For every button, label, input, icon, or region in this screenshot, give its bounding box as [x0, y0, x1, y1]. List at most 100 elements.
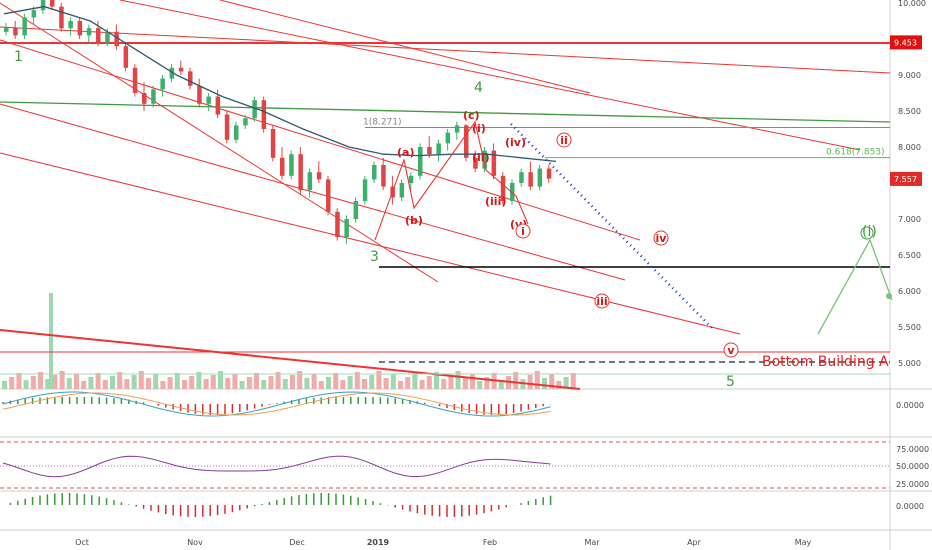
volume-bar	[556, 381, 562, 389]
price-tag	[890, 35, 922, 50]
volume-bar	[246, 377, 252, 389]
volume-bar	[318, 381, 324, 389]
candle-body	[298, 154, 303, 191]
wave-label-green: (i)	[862, 224, 877, 240]
candle-body	[50, 0, 55, 7]
candle-body	[473, 157, 478, 169]
candle-body	[132, 67, 138, 93]
volume-bar	[88, 377, 94, 389]
price-tick-label: 8.500	[898, 107, 921, 116]
wave-marker	[886, 293, 892, 299]
price-tag	[890, 171, 922, 186]
wave-label-circled: ii	[560, 134, 568, 147]
volume-bar	[362, 379, 367, 389]
candle-body	[510, 183, 515, 201]
volume-bar	[254, 373, 259, 389]
volume-bar	[38, 372, 43, 389]
candle-body	[96, 28, 101, 43]
wave-label-red: (a)	[397, 146, 414, 159]
volume-bar	[174, 373, 180, 389]
volume-bar	[203, 379, 209, 389]
volume-bar	[326, 377, 331, 389]
volume-bar	[419, 380, 425, 389]
volume-bar	[153, 374, 159, 389]
wave-label-circled: iii	[596, 295, 607, 308]
wave-label-red: (iv)	[505, 136, 526, 149]
candle-body	[13, 27, 18, 36]
fib-level-label: 1(8.271)	[363, 117, 402, 127]
time-tick-label: 2019	[367, 538, 390, 547]
candle-body	[105, 31, 110, 43]
candle-body	[243, 118, 248, 126]
candle-body	[114, 31, 119, 47]
volume-bar	[167, 377, 173, 389]
candle-body	[307, 172, 313, 191]
volume-bar	[52, 375, 58, 389]
candle-body	[289, 154, 294, 176]
volume-bar	[390, 374, 396, 389]
candle-body	[381, 165, 386, 187]
volume-bar	[146, 378, 151, 389]
fib-level-label: 0.618(7.853)	[826, 148, 885, 158]
price-tick-label: 6.000	[898, 287, 921, 296]
candle-body	[353, 201, 359, 219]
candle-body	[546, 168, 552, 179]
volume-bar	[110, 376, 115, 389]
time-tick-label: May	[795, 538, 812, 547]
candle-body	[335, 211, 340, 237]
wave-label-circle	[556, 132, 572, 148]
annotation-mask	[890, 352, 932, 370]
volume-bar	[138, 371, 144, 389]
volume-bar	[218, 371, 223, 389]
candle-body	[500, 175, 506, 201]
wave-label-red: (b)	[405, 214, 423, 227]
volume-bar	[232, 374, 238, 389]
indicator-tick-label: 50.0000	[896, 462, 929, 471]
volume-bar	[498, 380, 504, 389]
price-tick-label: 10.000	[898, 0, 926, 8]
candle-body	[362, 179, 368, 201]
candle-body	[123, 46, 129, 68]
candle-body	[316, 172, 322, 180]
rsi-line	[2, 455, 551, 478]
volume-bar	[333, 373, 339, 389]
wave-zigzag	[374, 120, 529, 241]
volume-bar	[304, 378, 310, 389]
wave-label-green: 1	[14, 49, 23, 65]
candle-body	[22, 17, 27, 36]
volume-bar	[563, 377, 569, 389]
price-tick-label: 6.500	[898, 251, 921, 260]
candle-body	[169, 67, 175, 79]
channel-line	[0, 103, 626, 281]
candle-body	[436, 143, 441, 155]
volume-bar	[455, 371, 461, 389]
candle-body	[215, 96, 221, 115]
candle-body	[206, 96, 211, 104]
volume-bar	[102, 380, 108, 389]
moving-average-line	[3, 5, 557, 163]
green-trend-line	[0, 101, 891, 123]
candle-body	[252, 100, 257, 119]
volume-bar	[189, 376, 195, 389]
wave-label-red: (iii)	[485, 195, 506, 208]
volume-bars	[2, 371, 576, 389]
volume-bar	[448, 375, 454, 389]
channel-line	[0, 39, 641, 241]
volume-bar	[59, 371, 65, 389]
candle-body	[537, 168, 543, 187]
volume-bar	[2, 381, 7, 389]
time-tick-label: Oct	[75, 538, 89, 547]
volume-bar	[74, 374, 79, 389]
wave-label-red: (i)	[472, 122, 486, 135]
wave-label-circled: iv	[656, 232, 668, 245]
channel-line	[0, 152, 741, 335]
indicator-tick-label: 0.0000	[896, 401, 924, 410]
price-tick-label: 8.000	[898, 143, 921, 152]
candle-body	[77, 21, 83, 36]
candle-body	[491, 150, 497, 176]
volume-bar	[462, 378, 468, 389]
volume-bar	[210, 375, 216, 389]
volume-bar	[412, 373, 418, 389]
volume-bar	[131, 375, 137, 389]
